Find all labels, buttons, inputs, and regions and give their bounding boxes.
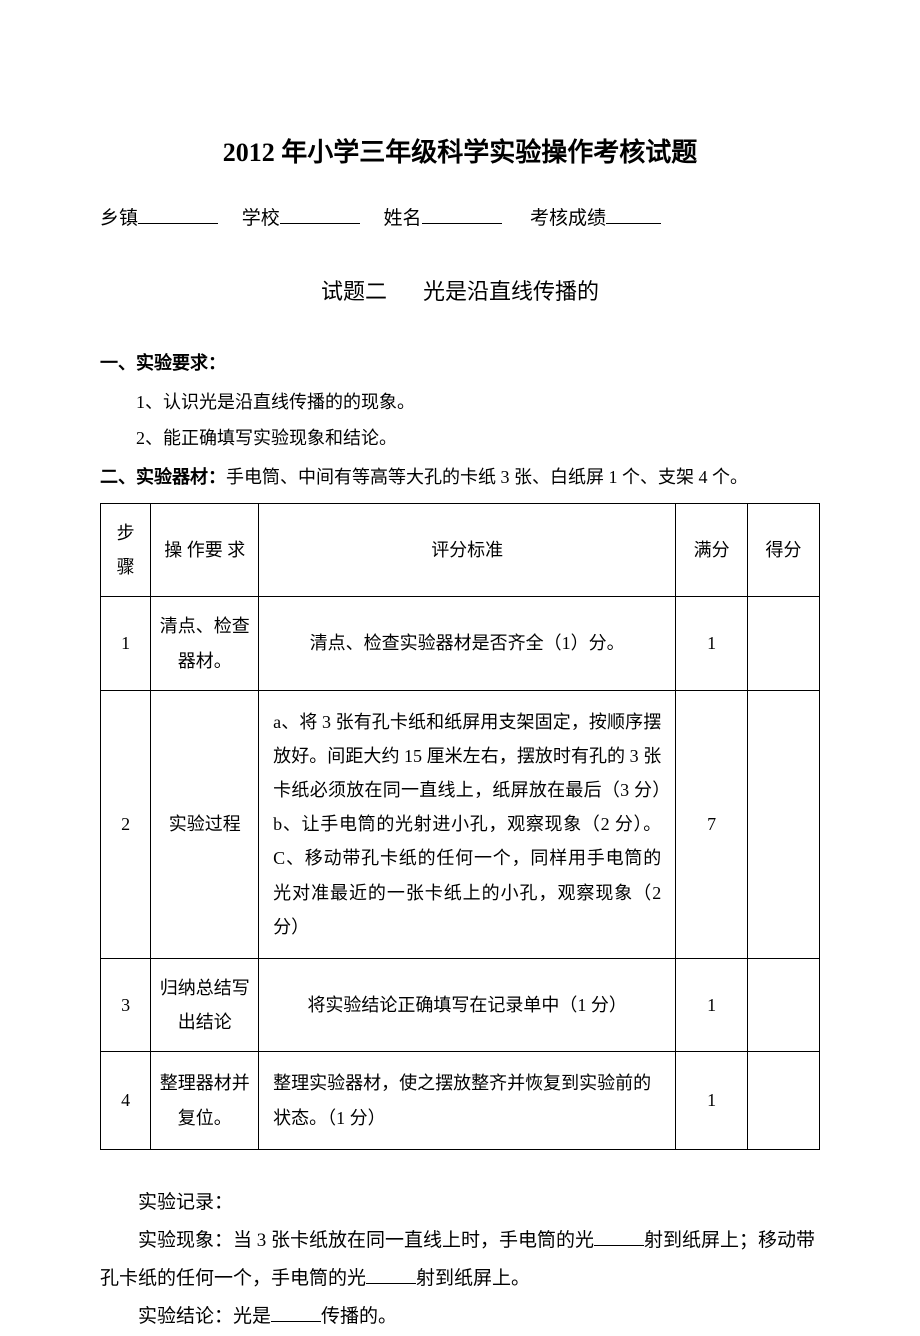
cell-full: 1	[676, 959, 748, 1052]
section1-item1: 1、认识光是沿直线传播的的现象。	[100, 386, 820, 418]
conclusion-post: 传播的。	[321, 1306, 397, 1327]
th-crit: 评分标准	[259, 503, 676, 596]
table-row: 4 整理器材并复位。 整理实验器材，使之摆放整齐并恢复到实验前的状态。（1 分）…	[101, 1052, 820, 1149]
township-blank[interactable]	[138, 201, 218, 224]
subtitle-number: 试题二	[321, 279, 387, 304]
section1-head: 一、实验要求：	[100, 347, 820, 379]
cell-op: 清点、检查器材。	[151, 597, 259, 690]
township-label: 乡镇	[100, 208, 138, 229]
school-blank[interactable]	[280, 201, 360, 224]
subtitle-topic: 光是沿直线传播的	[423, 279, 599, 304]
record-conclusion: 实验结论：光是 传播的。	[100, 1298, 820, 1336]
th-op: 操 作要 求	[151, 503, 259, 596]
th-step: 步骤	[101, 503, 151, 596]
cell-op: 归纳总结写出结论	[151, 959, 259, 1052]
table-row: 2 实验过程 a、将 3 张有孔卡纸和纸屏用支架固定，按顺序摆放好。间距大约 1…	[101, 690, 820, 958]
section2: 二、实验器材：手电筒、中间有等高等大孔的卡纸 3 张、白纸屏 1 个、支架 4 …	[100, 461, 820, 493]
cell-step: 4	[101, 1052, 151, 1149]
score-blank[interactable]	[606, 201, 661, 224]
section2-body: 手电筒、中间有等高等大孔的卡纸 3 张、白纸屏 1 个、支架 4 个。	[226, 467, 748, 487]
section1-item2: 2、能正确填写实验现象和结论。	[100, 422, 820, 454]
cell-score[interactable]	[748, 597, 820, 690]
record-section: 实验记录： 实验现象：当 3 张卡纸放在同一直线上时，手电筒的光射到纸屏上；移动…	[100, 1184, 820, 1336]
th-full: 满分	[676, 503, 748, 596]
cell-op: 整理器材并复位。	[151, 1052, 259, 1149]
phenomenon-blank-2[interactable]	[366, 1265, 416, 1284]
conclusion-pre: 实验结论：光是	[138, 1306, 271, 1327]
cell-step: 3	[101, 959, 151, 1052]
cell-crit: 整理实验器材，使之摆放整齐并恢复到实验前的状态。（1 分）	[259, 1052, 676, 1149]
th-score: 得分	[748, 503, 820, 596]
school-label: 学校	[242, 208, 280, 229]
info-line: 乡镇 学校 姓名 考核成绩	[100, 201, 820, 236]
scoring-table: 步骤 操 作要 求 评分标准 满分 得分 1 清点、检查器材。 清点、检查实验器…	[100, 503, 820, 1150]
conclusion-blank[interactable]	[271, 1303, 321, 1322]
cell-step: 1	[101, 597, 151, 690]
table-row: 1 清点、检查器材。 清点、检查实验器材是否齐全（1）分。 1	[101, 597, 820, 690]
table-row: 3 归纳总结写出结论 将实验结论正确填写在记录单中（1 分） 1	[101, 959, 820, 1052]
cell-crit: a、将 3 张有孔卡纸和纸屏用支架固定，按顺序摆放好。间距大约 15 厘米左右，…	[259, 690, 676, 958]
phenomenon-post: 射到纸屏上。	[416, 1268, 530, 1289]
cell-score[interactable]	[748, 690, 820, 958]
cell-step: 2	[101, 690, 151, 958]
cell-full: 7	[676, 690, 748, 958]
page-title: 2012 年小学三年级科学实验操作考核试题	[100, 130, 820, 177]
section2-head: 二、实验器材：	[100, 467, 226, 487]
cell-score[interactable]	[748, 959, 820, 1052]
subtitle: 试题二 光是沿直线传播的	[100, 272, 820, 312]
score-label: 考核成绩	[530, 208, 606, 229]
cell-crit: 将实验结论正确填写在记录单中（1 分）	[259, 959, 676, 1052]
phenomenon-blank-1[interactable]	[594, 1227, 644, 1246]
table-header-row: 步骤 操 作要 求 评分标准 满分 得分	[101, 503, 820, 596]
cell-full: 1	[676, 1052, 748, 1149]
name-blank[interactable]	[422, 201, 502, 224]
cell-full: 1	[676, 597, 748, 690]
record-phenomenon: 实验现象：当 3 张卡纸放在同一直线上时，手电筒的光射到纸屏上；移动带孔卡纸的任…	[100, 1222, 820, 1298]
cell-score[interactable]	[748, 1052, 820, 1149]
phenomenon-pre: 实验现象：当 3 张卡纸放在同一直线上时，手电筒的光	[138, 1230, 594, 1251]
name-label: 姓名	[384, 208, 422, 229]
cell-crit: 清点、检查实验器材是否齐全（1）分。	[259, 597, 676, 690]
record-label: 实验记录：	[100, 1184, 820, 1222]
cell-op: 实验过程	[151, 690, 259, 958]
